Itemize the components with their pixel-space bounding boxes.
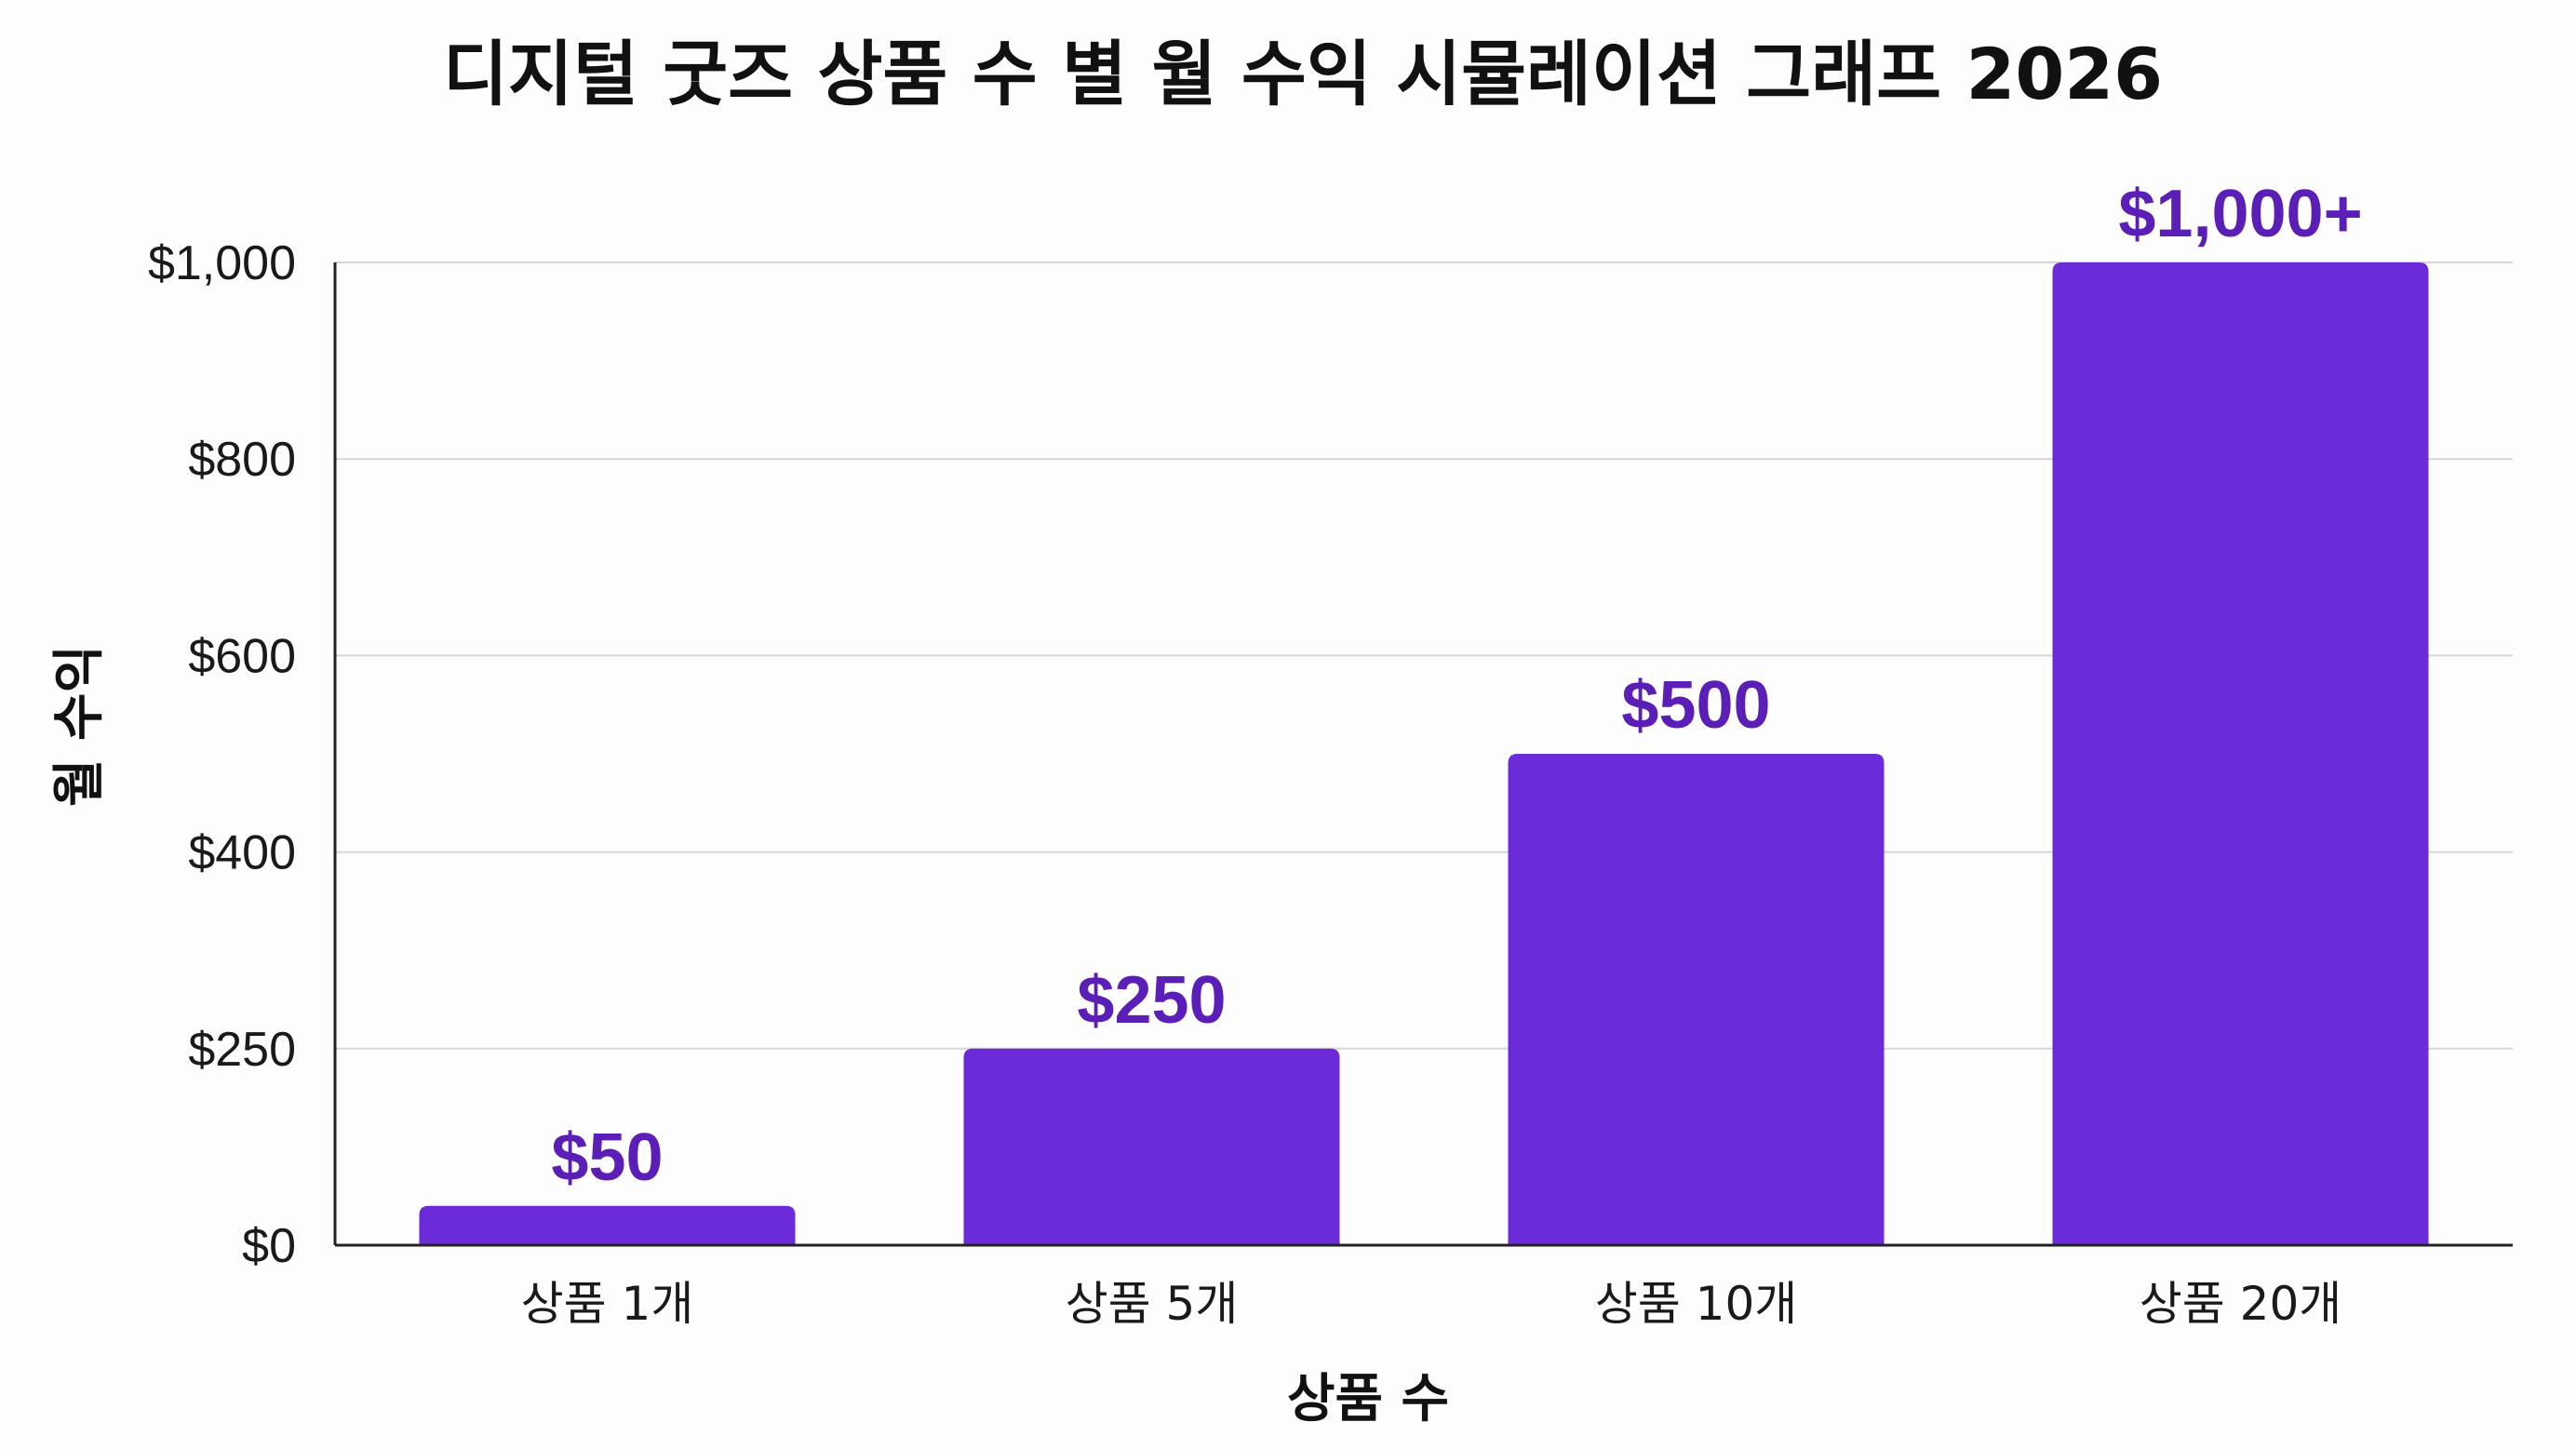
y-axis-label: 월 수익 bbox=[49, 645, 110, 807]
data-label: $500 bbox=[1621, 668, 1770, 743]
x-axis-ticks: 상품 1개 상품 5개 상품 10개 상품 20개 bbox=[521, 1277, 2342, 1331]
x-axis-label: 상품 수 bbox=[1287, 1369, 1449, 1429]
y-tick-label: $0 bbox=[242, 1219, 296, 1273]
x-tick-label: 상품 1개 bbox=[521, 1277, 694, 1331]
y-tick-label: $400 bbox=[188, 826, 296, 880]
data-label: $50 bbox=[551, 1120, 663, 1195]
data-label: $1,000+ bbox=[2118, 177, 2362, 251]
bar bbox=[963, 1048, 1340, 1245]
y-tick-label: $1,000 bbox=[148, 236, 296, 290]
x-tick-label: 상품 20개 bbox=[2140, 1277, 2342, 1331]
x-tick-label: 상품 10개 bbox=[1595, 1277, 1798, 1331]
bar bbox=[2052, 262, 2429, 1245]
chart-title: 디지털 굿즈 상품 수 별 월 수익 시뮬레이션 그래프 2026 bbox=[443, 33, 2163, 115]
bar bbox=[1508, 754, 1885, 1245]
data-labels: $50 $250 $500 $1,000+ bbox=[551, 177, 2362, 1195]
y-axis-ticks: $0 $250 $400 $600 $800 $1,000 bbox=[148, 236, 296, 1273]
bar bbox=[419, 1205, 796, 1245]
data-label: $250 bbox=[1077, 963, 1226, 1038]
x-tick-label: 상품 5개 bbox=[1066, 1277, 1239, 1331]
bars bbox=[419, 262, 2429, 1245]
y-tick-label: $250 bbox=[188, 1023, 296, 1077]
y-tick-label: $800 bbox=[188, 433, 296, 487]
y-tick-label: $600 bbox=[188, 629, 296, 683]
